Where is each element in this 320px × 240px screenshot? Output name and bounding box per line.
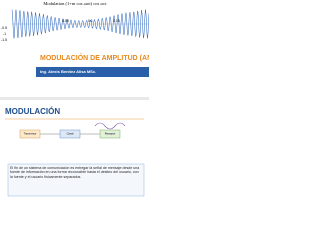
heading: MODULACIÓN (5, 107, 60, 116)
diagram-label: Receptor (105, 132, 116, 136)
x-tick-label: 0.15 (113, 19, 120, 23)
diagram-label: Transmisor (24, 132, 37, 136)
y-tick-label: -1 (3, 32, 6, 36)
author: Ing. Alexis Benitez Alisa MSc. (40, 69, 96, 74)
text-box-content: El fin de un sistema de comunicación es … (10, 166, 140, 179)
separator (0, 97, 149, 100)
paragraph: El fin de un sistema de comunicación es … (10, 166, 140, 179)
waveform (11, 9, 149, 39)
x-tick-label: 0.05 (62, 19, 69, 23)
text-box (7, 163, 145, 197)
diagram-label: Canal (67, 132, 74, 136)
plot-title: Modulation (1+m cos ωₘt) cos ωct (43, 1, 107, 6)
y-tick-label: -1.5 (1, 38, 7, 42)
diagram-box (99, 129, 121, 139)
author-bar (36, 67, 149, 77)
slide-1 (0, 0, 149, 97)
x-tick-label: 0.1 (88, 19, 93, 23)
slide-title: MODULACIÓN DE AMPLITUD (AM) (40, 53, 149, 62)
page: Modulation (1+m cos ωₘt) cos ωct -0.5 -1… (0, 0, 149, 197)
y-tick-label: -0.5 (1, 26, 7, 30)
signal-icon (94, 122, 126, 130)
